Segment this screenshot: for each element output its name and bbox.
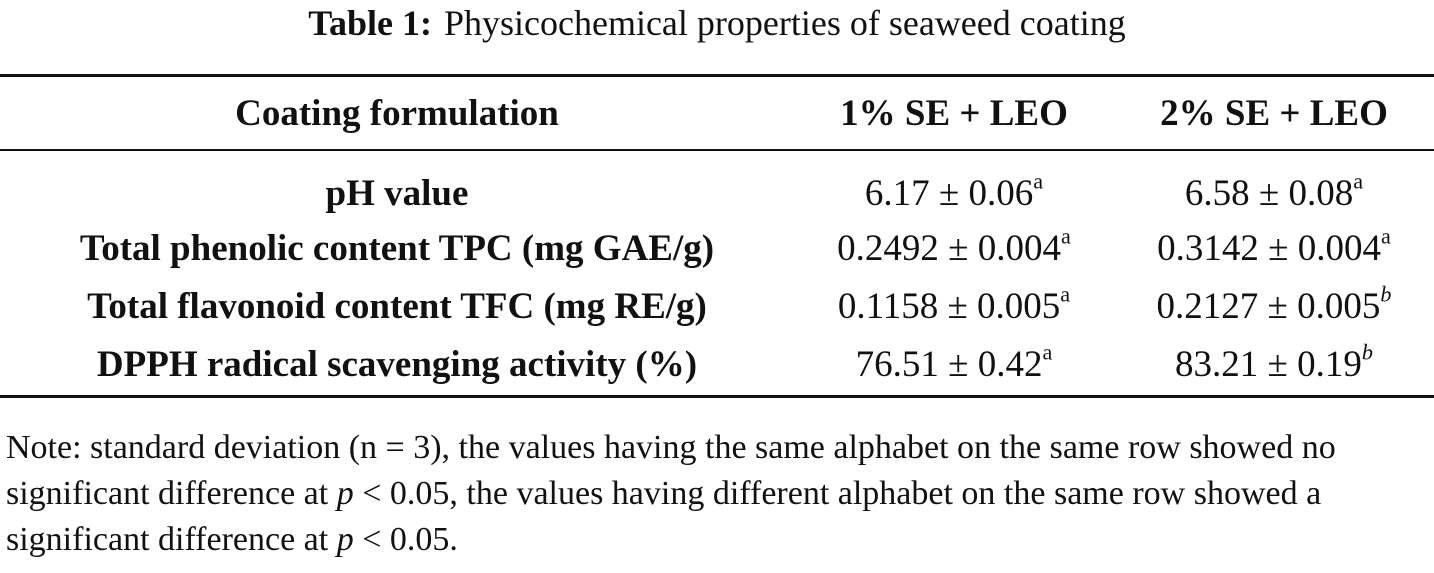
cell-value: 83.21 ± 0.19 — [1175, 343, 1362, 385]
table-row: pH value 6.17 ± 0.06a 6.58 ± 0.08a — [0, 149, 1434, 219]
table-row: Total flavonoid content TFC (mg RE/g) 0.… — [0, 277, 1434, 335]
table-row: DPPH radical scavenging activity (%) 76.… — [0, 335, 1434, 393]
note-text: < 0.05, the values having different alph… — [6, 475, 1322, 558]
table-header-row: Coating formulation 1% SE + LEO 2% SE + … — [0, 77, 1434, 149]
cell-value: 0.2492 ± 0.004 — [837, 227, 1061, 269]
table-cell: 76.51 ± 0.42a — [794, 335, 1114, 393]
row-label: Total flavonoid content TFC (mg RE/g) — [87, 285, 707, 327]
note-p-symbol: p — [336, 475, 354, 512]
table-caption: Table 1: Physicochemical properties of se… — [0, 0, 1434, 52]
row-label: DPPH radical scavenging activity (%) — [96, 343, 698, 385]
table-cell: 6.17 ± 0.06a — [794, 149, 1114, 219]
table-cell: 83.21 ± 0.19b — [1114, 335, 1434, 393]
cell-value: 6.17 ± 0.06 — [864, 172, 1034, 214]
cell-superscript: a — [1380, 222, 1391, 248]
row-label: pH value — [325, 172, 469, 214]
table-cell: 0.2127 ± 0.005b — [1114, 277, 1434, 335]
note-text: < 0.05. — [353, 521, 458, 558]
table-cell: 6.58 ± 0.08a — [1114, 149, 1434, 219]
table-note: Note: standard deviation (n = 3), the va… — [6, 425, 1432, 563]
table-caption-title: Physicochemical properties of seaweed co… — [443, 3, 1126, 43]
row-label: Total phenolic content TPC (mg GAE/g) — [79, 227, 715, 269]
table-cell: 0.2492 ± 0.004a — [794, 219, 1114, 277]
note-text: Note: standard deviation (n = 3), the va… — [6, 429, 1336, 512]
table-cell: 0.3142 ± 0.004a — [1114, 219, 1434, 277]
header-rule — [0, 149, 1434, 151]
cell-superscript: a — [1060, 280, 1071, 306]
cell-superscript: a — [1042, 338, 1053, 364]
cell-superscript: a — [1060, 222, 1071, 248]
column-header-2pct: 2% SE + LEO — [1160, 92, 1388, 134]
cell-superscript: a — [1033, 167, 1044, 193]
cell-value: 6.58 ± 0.08 — [1184, 172, 1354, 214]
bottom-rule — [0, 395, 1434, 398]
cell-value: 0.2127 ± 0.005 — [1156, 285, 1381, 327]
cell-value: 0.3142 ± 0.004 — [1157, 227, 1381, 269]
table-caption-label: Table 1: — [308, 3, 432, 43]
column-header-formulation: Coating formulation — [235, 92, 559, 134]
column-header-1pct: 1% SE + LEO — [840, 92, 1068, 134]
properties-table: Coating formulation 1% SE + LEO 2% SE + … — [0, 77, 1434, 393]
cell-superscript: a — [1353, 167, 1364, 193]
cell-value: 76.51 ± 0.42 — [855, 343, 1043, 385]
table-cell: 0.1158 ± 0.005a — [794, 277, 1114, 335]
cell-superscript: b — [1361, 338, 1373, 364]
top-rule — [0, 74, 1434, 77]
note-p-symbol: p — [336, 521, 354, 558]
cell-superscript: b — [1380, 280, 1392, 306]
cell-value: 0.1158 ± 0.005 — [837, 285, 1061, 327]
table-row: Total phenolic content TPC (mg GAE/g) 0.… — [0, 219, 1434, 277]
